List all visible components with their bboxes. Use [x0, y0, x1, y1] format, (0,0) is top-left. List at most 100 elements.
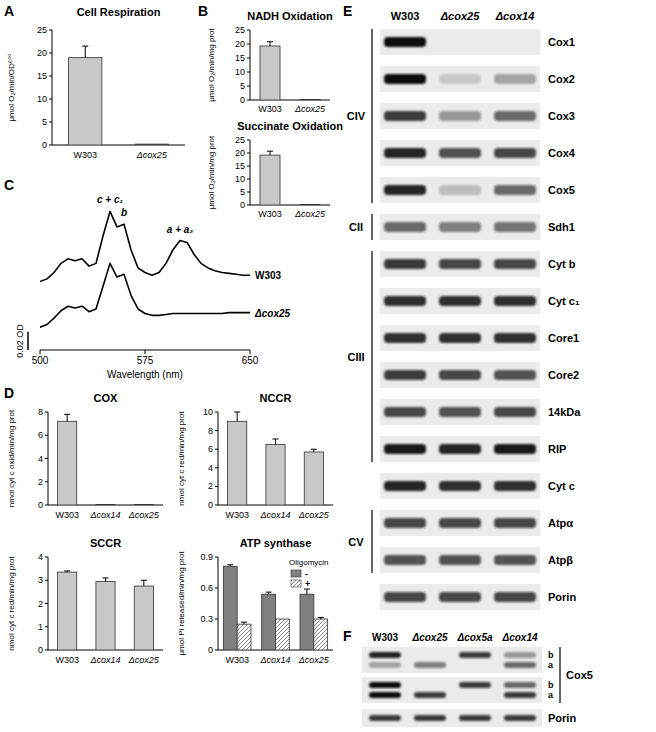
- error-cap: [311, 449, 317, 450]
- band: [439, 407, 481, 417]
- chart-title: SCCR: [90, 537, 121, 549]
- row-label: Core1: [548, 332, 579, 344]
- tick-label: 0: [240, 200, 245, 210]
- isoform-label: a: [548, 690, 554, 700]
- bar: [228, 421, 247, 505]
- y-tick: [215, 449, 218, 450]
- bar: [223, 566, 237, 650]
- error-stem: [85, 46, 86, 58]
- blot-strip: [380, 214, 540, 240]
- row-label: Core2: [548, 369, 579, 381]
- lane-label: Δcox25: [411, 632, 448, 643]
- y-tick: [247, 153, 250, 154]
- blot-strip: [380, 473, 540, 499]
- group-label: CV: [348, 536, 364, 548]
- y-axis: [218, 557, 219, 650]
- isoform-label: a: [548, 660, 554, 670]
- band: [384, 148, 426, 158]
- blot-strip: [380, 177, 540, 203]
- row-label: Atpα: [548, 517, 573, 529]
- error-stem: [237, 412, 238, 421]
- band: [439, 333, 481, 343]
- error-cap: [64, 414, 70, 415]
- lane-label: W303: [372, 632, 399, 643]
- band: [504, 662, 536, 668]
- band: [439, 259, 481, 269]
- chart-title: COX: [94, 392, 119, 404]
- blot-strip: [380, 66, 540, 92]
- band: [439, 592, 481, 602]
- blot-strip: [380, 436, 540, 462]
- y-tick: [45, 458, 48, 459]
- tick-label: 1: [38, 622, 43, 632]
- y-axis: [218, 412, 219, 505]
- y-tick: [247, 44, 250, 45]
- error-cap: [64, 570, 70, 571]
- tick-label: 25: [235, 135, 245, 145]
- error-bar: [273, 439, 279, 445]
- panel-label: E: [343, 3, 352, 19]
- band: [504, 652, 536, 658]
- y-tick: [247, 140, 250, 141]
- axis-label: μmol O₂/min/mg prot: [207, 135, 216, 209]
- plot-area: [260, 42, 320, 100]
- band: [414, 682, 446, 688]
- blot-strip: [380, 510, 540, 536]
- bar: [262, 594, 276, 650]
- band: [384, 111, 426, 121]
- error-cap: [273, 438, 279, 439]
- plot-area: [260, 151, 320, 205]
- bar: [314, 619, 328, 650]
- row-label: Cox1: [548, 36, 575, 48]
- y-tick: [215, 557, 218, 558]
- band: [439, 74, 481, 84]
- band: [439, 370, 481, 380]
- bar-chart: ATP synthaseμmol Pi released/min/mg prot…: [177, 537, 333, 665]
- band: [439, 185, 481, 195]
- error-bar: [103, 578, 109, 581]
- tick-label: 2: [38, 599, 43, 609]
- tick-label: 0: [208, 645, 213, 655]
- band: [439, 518, 481, 528]
- bar: [276, 619, 290, 650]
- y-axis: [52, 30, 53, 145]
- bar: [304, 452, 323, 505]
- tick-label: 0: [42, 140, 47, 150]
- bar: [266, 445, 285, 505]
- band: [369, 682, 401, 688]
- bar: [300, 99, 320, 100]
- tick-label: 0: [240, 95, 245, 105]
- panel-label: D: [4, 385, 14, 401]
- y-tick: [247, 58, 250, 59]
- axis-label: μmol O₂/min/OD⁶⁰⁰: [7, 53, 16, 121]
- error-bar: [304, 589, 310, 594]
- error-bar: [64, 571, 70, 572]
- y-tick: [247, 192, 250, 193]
- band: [494, 111, 536, 121]
- error-bar: [311, 449, 317, 452]
- tick-label: 0.9: [200, 552, 213, 562]
- bar-chart: NCCRnmol cyt c red/min/mg prot0246810W30…: [177, 392, 333, 520]
- band: [384, 74, 426, 84]
- y-tick: [247, 86, 250, 87]
- band: [384, 37, 426, 47]
- figure: ABCDEFCell Respirationμmol O₂/min/OD⁶⁰⁰0…: [0, 0, 656, 732]
- peak-label: a + a₃: [167, 224, 194, 235]
- group-label: CII: [349, 221, 363, 233]
- blot-panel-f: W303Δcox25Δcox5aΔcox14babaCox5Porin: [362, 632, 593, 727]
- chart-title: Succinate Oxidation: [237, 120, 343, 132]
- tick-label: 0: [38, 500, 43, 510]
- band: [414, 662, 446, 668]
- line-chart: 500575650Wavelength (nm)W303Δcox25c + c₁…: [15, 194, 291, 380]
- band: [494, 592, 536, 602]
- row-label: Cox4: [548, 147, 576, 159]
- bracket: [559, 647, 560, 703]
- band: [384, 518, 426, 528]
- band: [439, 111, 481, 121]
- error-cap: [234, 412, 240, 413]
- band: [494, 407, 536, 417]
- category-label: Δcox25: [298, 510, 330, 520]
- axis-label: nmol cyt c oxid/min/mg prot: [7, 409, 16, 507]
- bar: [96, 504, 115, 505]
- tick-label: 2: [38, 477, 43, 487]
